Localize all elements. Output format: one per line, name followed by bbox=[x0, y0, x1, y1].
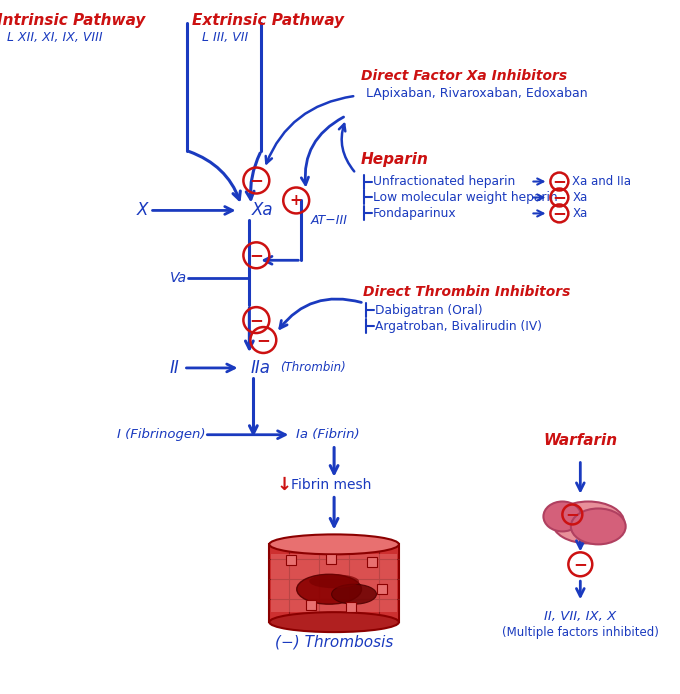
Bar bbox=[377, 584, 387, 595]
Ellipse shape bbox=[269, 612, 399, 632]
Bar bbox=[346, 602, 356, 611]
Text: (−) Thrombosis: (−) Thrombosis bbox=[275, 634, 393, 650]
Text: Extrinsic Pathway: Extrinsic Pathway bbox=[192, 13, 343, 28]
Text: LApixaban, Rivaroxaban, Edoxaban: LApixaban, Rivaroxaban, Edoxaban bbox=[366, 87, 588, 101]
Ellipse shape bbox=[571, 509, 626, 544]
Text: X: X bbox=[137, 201, 148, 219]
Ellipse shape bbox=[543, 502, 581, 532]
Text: Va: Va bbox=[169, 271, 187, 285]
Text: AT−III: AT−III bbox=[311, 214, 348, 227]
Text: −: − bbox=[256, 331, 270, 349]
Text: II, VII, IX, X: II, VII, IX, X bbox=[544, 609, 617, 623]
Bar bbox=[367, 557, 377, 566]
Text: Xa: Xa bbox=[573, 191, 588, 204]
Ellipse shape bbox=[309, 574, 359, 589]
Text: Dabigatran (Oral): Dabigatran (Oral) bbox=[375, 303, 483, 316]
Text: Intrinsic Pathway: Intrinsic Pathway bbox=[0, 13, 146, 28]
Text: L XII, XI, IX, VIII: L XII, XI, IX, VIII bbox=[7, 31, 103, 44]
Text: −: − bbox=[250, 171, 263, 189]
Text: Direct Factor Xa Inhibitors: Direct Factor Xa Inhibitors bbox=[361, 69, 567, 83]
Text: Direct Thrombin Inhibitors: Direct Thrombin Inhibitors bbox=[363, 285, 571, 299]
Text: Low molecular weight heparin: Low molecular weight heparin bbox=[373, 191, 558, 204]
Text: −: − bbox=[552, 189, 566, 207]
Text: Warfarin: Warfarin bbox=[543, 432, 617, 448]
Text: Unfractionated heparin: Unfractionated heparin bbox=[373, 175, 515, 188]
Text: Fibrin mesh: Fibrin mesh bbox=[291, 477, 371, 491]
Text: Xa: Xa bbox=[573, 207, 588, 220]
Text: −: − bbox=[552, 205, 566, 222]
Text: (Thrombin): (Thrombin) bbox=[280, 362, 346, 375]
Ellipse shape bbox=[552, 502, 624, 543]
Text: −: − bbox=[552, 173, 566, 191]
Text: +: + bbox=[290, 193, 303, 208]
Text: I (Fibrinogen): I (Fibrinogen) bbox=[117, 428, 205, 441]
Text: Ia (Fibrin): Ia (Fibrin) bbox=[296, 428, 360, 441]
Text: Argatroban, Bivalirudin (IV): Argatroban, Bivalirudin (IV) bbox=[375, 319, 542, 332]
Bar bbox=[269, 544, 399, 622]
Ellipse shape bbox=[332, 584, 377, 604]
Text: −: − bbox=[250, 246, 263, 264]
Ellipse shape bbox=[269, 534, 399, 555]
Text: −: − bbox=[565, 505, 579, 523]
Text: Heparin: Heparin bbox=[361, 151, 429, 167]
Text: −: − bbox=[573, 555, 588, 573]
Text: IIa: IIa bbox=[250, 359, 271, 377]
Text: (Multiple factors inhibited): (Multiple factors inhibited) bbox=[502, 625, 659, 638]
Bar bbox=[271, 555, 397, 612]
Text: ↓: ↓ bbox=[276, 475, 292, 493]
Text: II: II bbox=[169, 359, 180, 377]
Bar bbox=[326, 554, 336, 564]
Bar bbox=[306, 600, 316, 610]
Text: Fondaparinux: Fondaparinux bbox=[373, 207, 456, 220]
Text: Xa and IIa: Xa and IIa bbox=[573, 175, 631, 188]
Text: L III, VII: L III, VII bbox=[201, 31, 248, 44]
Bar bbox=[286, 555, 296, 565]
Text: −: − bbox=[250, 311, 263, 329]
Text: Xa: Xa bbox=[252, 201, 273, 219]
Ellipse shape bbox=[296, 574, 362, 604]
